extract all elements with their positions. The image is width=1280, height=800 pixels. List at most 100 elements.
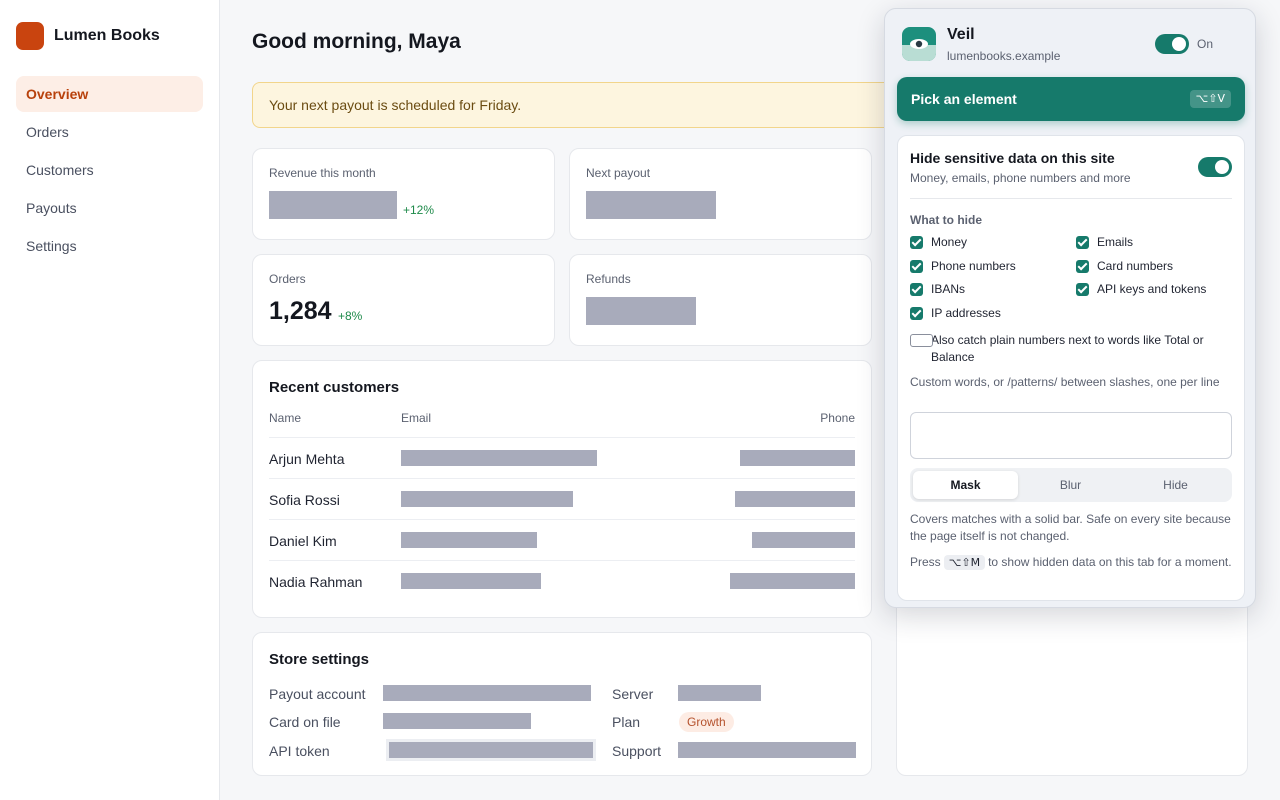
table-row[interactable]: Arjun Mehta <box>269 437 855 478</box>
reveal-hint-suffix: to show hidden data on this tab for a mo… <box>988 555 1232 569</box>
side-card <box>896 580 1248 776</box>
checkbox-api-keys[interactable]: API keys and tokens <box>1076 282 1206 296</box>
masked-phone <box>752 532 855 548</box>
customer-name: Nadia Rahman <box>269 574 363 590</box>
section-title: Recent customers <box>269 379 400 396</box>
checkbox-label: IBANs <box>931 282 966 296</box>
stat-label: Next payout <box>586 166 651 180</box>
checkbox-money[interactable]: Money <box>910 235 967 249</box>
checkbox-label: Emails <box>1097 235 1134 249</box>
checkbox-label: IP addresses <box>931 306 1001 320</box>
extension-site: lumenbooks.example <box>947 49 1061 63</box>
divider <box>910 198 1232 199</box>
mode-description: Covers matches with a solid bar. Safe on… <box>910 512 1231 543</box>
setting-label-payout-account: Payout account <box>269 686 366 702</box>
mode-blur[interactable]: Blur <box>1059 478 1082 492</box>
sidebar-nav: Overview Orders Customers Payouts Settin… <box>16 76 203 266</box>
brand-logo-icon <box>16 22 44 50</box>
checkbox-label: Phone numbers <box>931 259 1016 273</box>
masked-value <box>586 297 696 325</box>
table-row[interactable]: Sofia Rossi <box>269 478 855 519</box>
stat-label: Revenue this month <box>269 166 376 180</box>
plan-badge: Growth <box>679 712 734 732</box>
customer-name: Sofia Rossi <box>269 492 340 508</box>
hide-settings-panel: Hide sensitive data on this site Money, … <box>897 135 1245 601</box>
column-header-email: Email <box>401 411 432 425</box>
masked-email <box>401 491 573 507</box>
checkbox-box[interactable] <box>910 235 923 249</box>
checkbox-box[interactable] <box>910 259 923 273</box>
pick-element-label: Pick an element <box>911 91 1017 107</box>
checkbox-label: Also catch plain numbers next to words l… <box>931 333 1204 364</box>
masked-email <box>401 532 537 548</box>
hide-subtitle: Money, emails, phone numbers and more <box>910 171 1131 185</box>
customer-name: Daniel Kim <box>269 533 337 549</box>
checkbox-emails[interactable]: Emails <box>1076 235 1133 249</box>
sidebar-item-settings[interactable]: Settings <box>26 238 77 254</box>
masked-phone <box>735 491 855 507</box>
masked-server <box>678 685 761 701</box>
checkbox-box[interactable] <box>910 334 933 347</box>
stat-card-revenue: Revenue this month +12% <box>252 148 555 240</box>
checkbox-box[interactable] <box>1076 282 1089 296</box>
masked-email <box>401 573 541 589</box>
checkbox-label: Money <box>931 235 968 249</box>
checkbox-ibans[interactable]: IBANs <box>910 282 965 296</box>
pick-shortcut-kbd: ⌥⇧V <box>1189 90 1231 108</box>
checkbox-box[interactable] <box>910 306 923 320</box>
checkbox-label: Card numbers <box>1097 259 1174 273</box>
masked-phone <box>740 450 855 466</box>
extension-enabled-toggle[interactable] <box>1155 34 1189 54</box>
stat-delta: +8% <box>338 309 363 323</box>
veil-eye-icon <box>902 27 936 61</box>
setting-label-card: Card on file <box>269 714 341 730</box>
checkbox-catch-plain-numbers[interactable]: Also catch plain numbers next to words l… <box>910 332 1232 366</box>
sidebar-item-overview[interactable]: Overview <box>16 76 203 112</box>
veil-extension-popup: Veil lumenbooks.example On Pick an eleme… <box>884 8 1256 608</box>
stat-card-orders: Orders 1,284 +8% <box>252 254 555 346</box>
hide-sensitive-toggle[interactable] <box>1198 157 1232 177</box>
toggle-knob <box>1215 160 1229 174</box>
mode-hide[interactable]: Hide <box>1163 478 1188 492</box>
reveal-hint-prefix: Press <box>910 555 941 569</box>
pick-element-button[interactable]: Pick an element ⌥⇧V <box>897 77 1245 121</box>
custom-words-input[interactable] <box>910 412 1232 459</box>
setting-label-server: Server <box>612 686 654 702</box>
extension-name: Veil <box>947 26 975 43</box>
mode-segmented-control: Mask Blur Hide <box>910 468 1232 502</box>
stat-card-refunds: Refunds <box>569 254 872 346</box>
recent-customers-card: Recent customers Name Email Phone Arjun … <box>252 360 872 618</box>
store-settings-card: Store settings Payout account Card on fi… <box>252 632 872 776</box>
checkbox-box[interactable] <box>910 282 923 296</box>
checkbox-card-numbers[interactable]: Card numbers <box>1076 259 1173 273</box>
checkbox-box[interactable] <box>1076 259 1089 273</box>
payout-banner: Your next payout is scheduled for Friday… <box>252 82 892 128</box>
toggle-state-label: On <box>1197 37 1214 51</box>
page-title: Good morning, Maya <box>252 30 461 53</box>
mode-mask[interactable]: Mask <box>913 471 1018 499</box>
stat-label: Orders <box>269 272 306 286</box>
sidebar-item-customers[interactable]: Customers <box>26 162 94 178</box>
what-to-hide-heading: What to hide <box>910 213 982 227</box>
customer-name: Arjun Mehta <box>269 451 345 467</box>
checkbox-box[interactable] <box>1076 235 1089 249</box>
setting-label-plan: Plan <box>612 714 641 730</box>
masked-value <box>586 191 716 219</box>
reveal-shortcut-kbd: ⌥⇧M <box>943 555 986 570</box>
brand[interactable]: Lumen Books <box>16 22 160 50</box>
checkbox-ip-addresses[interactable]: IP addresses <box>910 306 1001 320</box>
column-header-name: Name <box>269 411 302 425</box>
table-row[interactable]: Daniel Kim <box>269 519 855 560</box>
table-row[interactable]: Nadia Rahman <box>269 560 855 601</box>
toggle-knob <box>1172 37 1186 51</box>
sidebar-item-orders[interactable]: Orders <box>26 124 69 140</box>
reveal-hint: Press ⌥⇧M to show hidden data on this tab … <box>910 553 1232 571</box>
section-title: Store settings <box>269 651 370 668</box>
stat-card-next-payout: Next payout <box>569 148 872 240</box>
sidebar-item-payouts[interactable]: Payouts <box>26 200 77 216</box>
masked-payout-account <box>383 685 591 701</box>
masked-phone <box>730 573 855 589</box>
custom-words-label: Custom words, or /patterns/ between slas… <box>910 375 1220 389</box>
setting-label-support: Support <box>612 743 662 759</box>
checkbox-phone-numbers[interactable]: Phone numbers <box>910 259 1016 273</box>
